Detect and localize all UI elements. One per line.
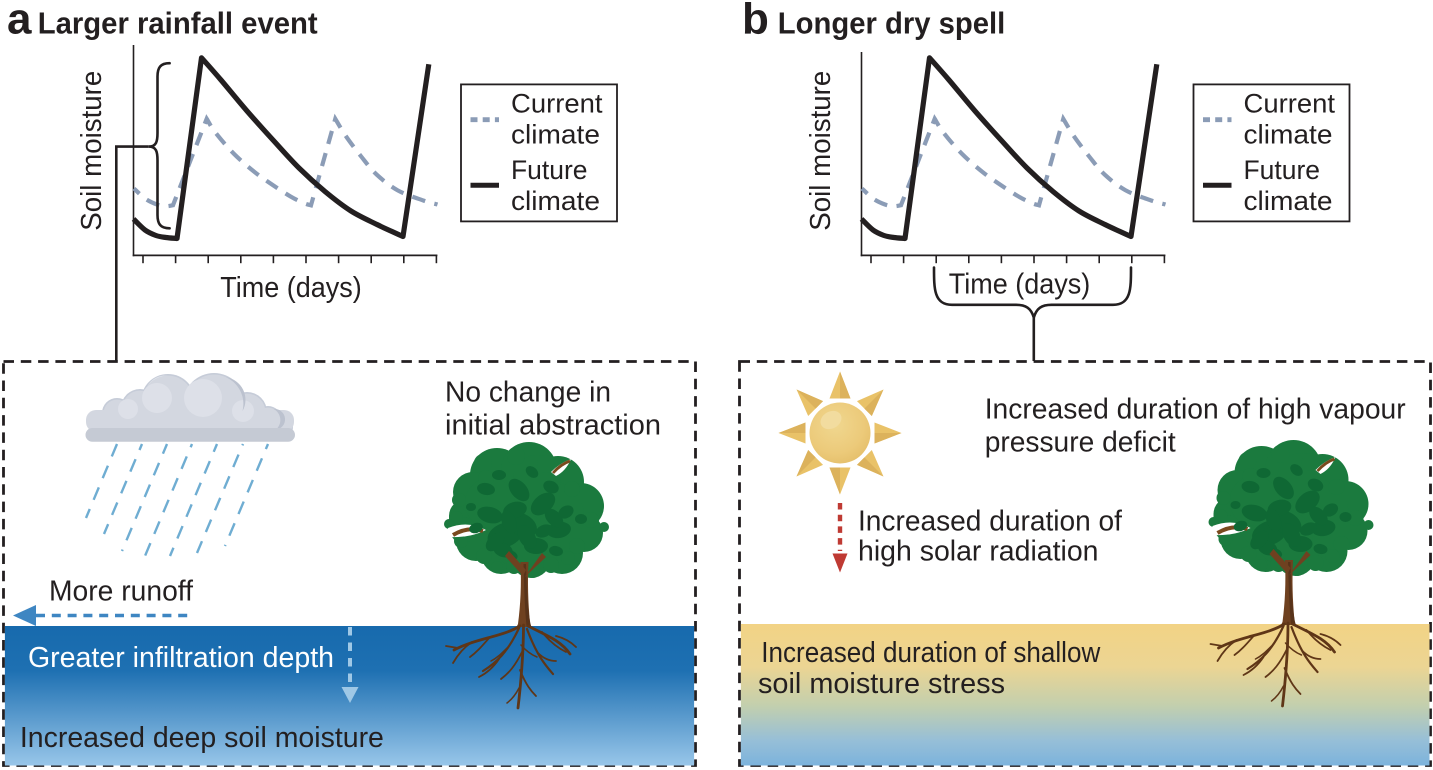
svg-text:climate: climate: [511, 186, 600, 216]
svg-text:Future: Future: [1244, 155, 1321, 185]
svg-text:b: b: [742, 0, 769, 44]
svg-text:Time (days): Time (days): [949, 269, 1091, 301]
svg-text:Current: Current: [511, 89, 603, 119]
svg-text:climate: climate: [1244, 119, 1333, 149]
svg-text:No change in: No change in: [445, 377, 611, 409]
svg-text:More runoff: More runoff: [49, 576, 194, 608]
svg-text:climate: climate: [511, 119, 600, 149]
svg-text:Soil moisture: Soil moisture: [76, 71, 108, 231]
svg-text:Longer dry spell: Longer dry spell: [778, 6, 1006, 41]
svg-text:soil moisture stress: soil moisture stress: [758, 668, 1005, 700]
svg-text:Time (days): Time (days): [220, 272, 362, 304]
svg-text:climate: climate: [1244, 186, 1333, 216]
svg-text:Increased duration of shallow: Increased duration of shallow: [761, 637, 1101, 669]
svg-text:Increased duration of: Increased duration of: [858, 506, 1123, 538]
svg-text:high solar radiation: high solar radiation: [858, 536, 1099, 568]
svg-text:pressure deficit: pressure deficit: [985, 427, 1176, 459]
svg-text:Increased deep soil moisture: Increased deep soil moisture: [20, 722, 384, 754]
svg-text:initial abstraction: initial abstraction: [445, 410, 661, 442]
svg-text:Increased duration of high vap: Increased duration of high vapour: [985, 394, 1406, 426]
svg-text:a: a: [7, 0, 32, 44]
svg-text:Larger rainfall event: Larger rainfall event: [38, 6, 318, 41]
svg-text:Current: Current: [1244, 89, 1336, 119]
svg-text:Greater infiltration depth: Greater infiltration depth: [28, 642, 334, 674]
svg-text:Soil moisture: Soil moisture: [805, 71, 837, 231]
svg-text:Future: Future: [511, 155, 588, 185]
